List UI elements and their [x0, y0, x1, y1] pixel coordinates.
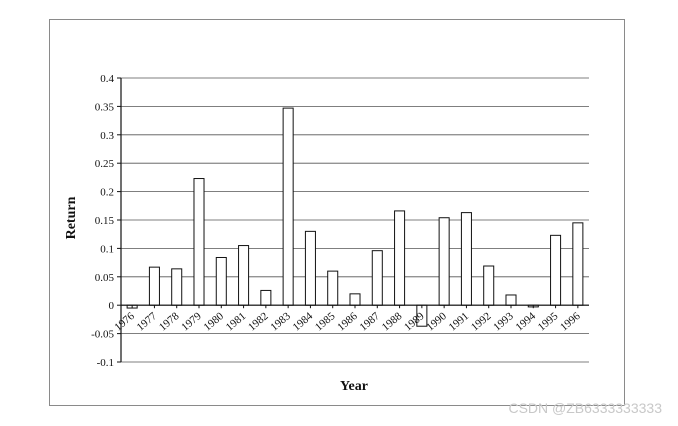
bar: [304, 230, 316, 306]
y-tick-label: 0.05: [95, 272, 115, 284]
bar: [193, 178, 205, 306]
x-tick-label: 1985: [313, 310, 338, 334]
y-tick-label: 0.15: [95, 215, 115, 227]
bar: [349, 293, 361, 306]
x-tick-label: 1977: [135, 310, 160, 334]
bar: [215, 256, 227, 306]
x-tick-label: 1986: [335, 310, 360, 334]
x-tick-label: 1990: [424, 310, 449, 334]
axes: [117, 77, 589, 363]
bar: [260, 289, 272, 306]
y-tick-label: 0.35: [95, 101, 115, 113]
x-tick-labels: 1976197719781979198019811982198319841985…: [112, 310, 583, 334]
bars: [126, 107, 584, 327]
chart-frame: [49, 19, 625, 406]
y-tick-label: 0.3: [100, 130, 114, 142]
x-tick-label: 1992: [469, 310, 494, 333]
x-tick-label: 1991: [447, 310, 472, 333]
x-tick-label: 1976: [112, 310, 137, 334]
x-tick-label: 1984: [291, 310, 316, 334]
bar: [550, 234, 562, 306]
x-tick-label: 1988: [380, 310, 405, 334]
y-tick-label: -0.05: [91, 329, 114, 341]
x-tick-label: 1983: [268, 310, 293, 334]
x-tick-label: 1980: [202, 310, 227, 334]
y-tick-label: 0.2: [100, 187, 114, 199]
y-tick-labels: 0.4 0.35 0.3 0.25 0.2 0.15 0.1 0.05 0 -0.05 -0.1: [91, 73, 114, 369]
y-tick-label: 0.25: [95, 158, 115, 170]
x-tick-label: 1996: [558, 310, 583, 334]
bar: [371, 250, 383, 306]
x-tick-label: 1978: [157, 310, 182, 334]
bar: [394, 210, 406, 306]
x-tick-label: 1994: [514, 310, 539, 334]
x-axis-title: Year: [340, 379, 368, 394]
y-tick-label: 0.1: [100, 243, 114, 255]
x-tick-label: 1982: [246, 310, 271, 333]
bar: [438, 217, 450, 306]
bar: [483, 265, 495, 306]
watermark: CSDN @ZB6333333333: [508, 400, 662, 416]
x-tick-label: 1987: [358, 310, 383, 334]
x-tick-label: 1995: [536, 310, 561, 334]
bar: [171, 268, 183, 306]
bar: [572, 222, 584, 306]
y-tick-label: -0.1: [97, 357, 114, 369]
bar: [460, 212, 472, 306]
y-tick-label: 0: [109, 300, 115, 312]
bar: [148, 266, 160, 306]
bar: [238, 245, 250, 306]
y-tick-label: 0.4: [100, 73, 114, 85]
x-tick-label: 1979: [179, 310, 204, 334]
bar: [282, 107, 294, 306]
bar: [505, 294, 517, 306]
bar: [327, 270, 339, 306]
y-axis-title: Return: [64, 196, 79, 239]
x-tick-label: 1993: [491, 310, 516, 334]
x-tick-label: 1981: [224, 310, 249, 333]
